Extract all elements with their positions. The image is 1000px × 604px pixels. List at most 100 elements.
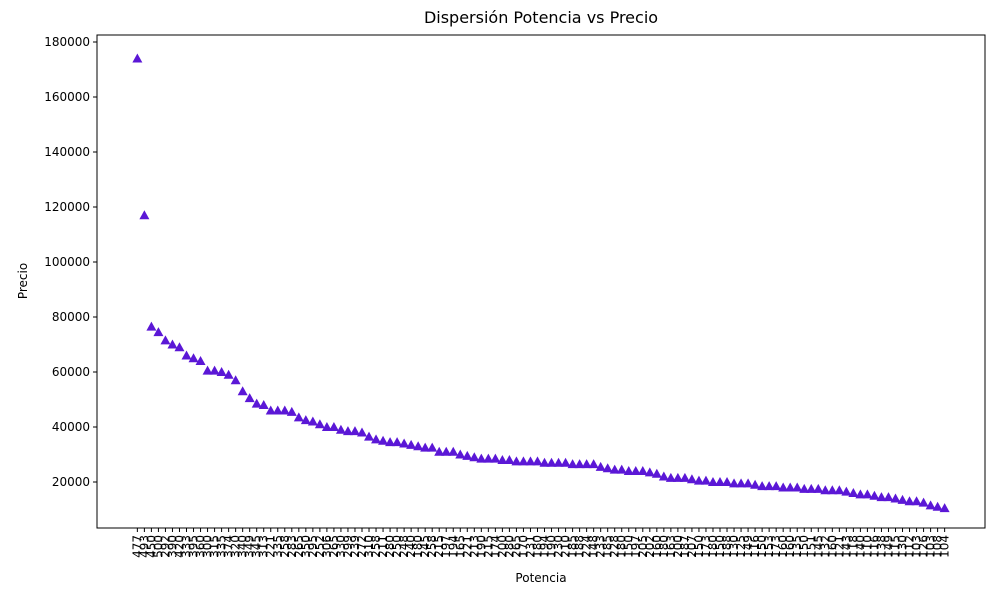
point [174,342,185,352]
point [321,422,332,432]
point [820,485,831,495]
point [623,466,634,476]
point [841,486,852,496]
x-tick-label: 185 [601,535,615,558]
point [925,500,936,510]
point [181,350,192,360]
x-tick-label: 160 [783,535,797,558]
x-tick-label: 143 [839,535,853,558]
point [855,489,866,499]
point [160,335,171,345]
point [764,481,775,491]
point [651,468,662,478]
x-tick-label: 160 [776,535,790,558]
chart-title: Dispersión Potencia vs Precio [424,8,658,27]
point [167,339,178,349]
x-tick-label: 194 [538,535,552,558]
point [771,481,782,491]
x-tick-label: 194 [446,535,460,558]
point [504,455,515,465]
x-tick-label: 126 [917,535,931,558]
x-tick-label: 210 [559,535,573,558]
point [188,353,199,363]
x-tick-label: 130 [727,535,741,558]
x-tick-label: 174 [488,535,502,558]
point [399,438,410,448]
point [202,365,213,375]
point [132,53,143,63]
x-tick-label: 180 [411,535,425,558]
x-tick-label: 320 [229,535,243,558]
x-tick-label: 215 [432,535,446,558]
x-tick-label: 390 [165,535,179,558]
x-tick-label: 160 [825,535,839,558]
x-tick-label: 108 [931,535,945,558]
x-tick-label: 150 [797,535,811,558]
x-tick-label: 221 [460,535,474,558]
point [813,483,824,493]
plot-frame [96,34,986,529]
point [378,435,389,445]
point [827,485,838,495]
x-tick-label: 248 [397,535,411,558]
x-tick-label: 250 [390,535,404,558]
point [918,497,929,507]
point [750,479,761,489]
x-tick-label: 116 [748,535,762,558]
point [525,456,536,466]
x-tick-label: 313 [257,535,271,558]
point [693,475,704,485]
point [293,412,304,422]
point [349,426,360,436]
x-tick-label: 104 [938,535,952,558]
x-tick-label: 135 [790,535,804,558]
x-tick-label: 149 [881,535,895,558]
x-tick-label: 245 [418,535,432,558]
point [792,482,803,492]
point [469,452,480,462]
x-tick-label: 173 [699,535,713,558]
x-tick-label: 240 [404,535,418,558]
point [932,501,943,511]
x-tick-label: 197 [439,535,453,558]
point [637,466,648,476]
point [279,405,290,415]
point [602,463,613,473]
point [595,461,606,471]
point [630,466,641,476]
x-axis-label: Potencia [515,571,566,585]
x-tick-label: 115 [888,535,902,558]
point [237,386,248,396]
x-tick-label: 205 [636,535,650,558]
point [413,441,424,451]
point [546,457,557,467]
x-tick-label: 125 [734,535,748,558]
point [736,478,747,488]
y-tick-label: 120000 [44,200,90,214]
x-tick-label: 330 [334,535,348,558]
point [342,426,353,436]
x-tick-label: 188 [720,535,734,558]
point [707,477,718,487]
x-tick-label: 230 [552,535,566,558]
x-tick-label: 148 [587,535,601,558]
x-tick-label: 145 [811,535,825,558]
x-tick-label: 180 [706,535,720,558]
point [455,449,466,459]
x-tick-label: 202 [643,535,657,558]
point [371,434,382,444]
point [890,493,901,503]
point [785,482,796,492]
x-tick-label: 224 [580,535,594,558]
point [307,416,318,426]
point [609,464,620,474]
x-tick-label: 130 [896,535,910,558]
point [715,477,726,487]
point [567,459,578,469]
y-tick-label: 80000 [52,310,90,324]
x-tick-label: 197 [629,535,643,558]
point [244,393,255,403]
point [511,456,522,466]
x-tick-label: 295 [306,535,320,558]
